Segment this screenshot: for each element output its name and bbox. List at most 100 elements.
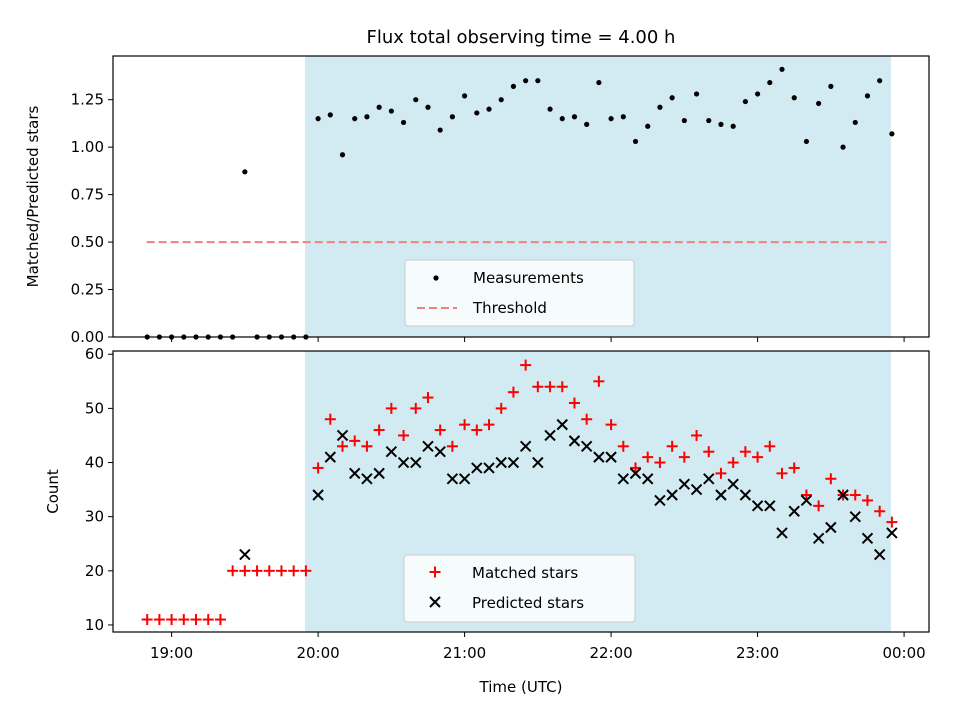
matched-star-point <box>239 565 251 577</box>
matched-star-point <box>251 565 263 577</box>
top-x-ticks <box>171 337 905 342</box>
measurement-point <box>486 106 492 112</box>
matched-star-point <box>446 440 458 452</box>
top-axes-frame <box>112 55 930 338</box>
measurement-point <box>352 116 358 122</box>
matched-star-point <box>825 473 837 485</box>
measurement-point <box>339 152 346 158</box>
matched-star-point <box>275 565 287 577</box>
matched-star-point <box>715 467 727 479</box>
matched-star-point <box>691 429 703 441</box>
measurement-point <box>840 144 846 150</box>
predicted-star-point <box>825 521 837 534</box>
measurement-point <box>742 98 748 105</box>
x-tick-label: 22:00 <box>589 644 632 662</box>
matched-star-point <box>617 440 629 452</box>
predicted-star-point <box>324 451 337 463</box>
measurement-point <box>364 114 370 120</box>
measurement-point <box>461 93 468 99</box>
measurement-point <box>681 117 687 124</box>
measurement-point <box>803 138 810 145</box>
matched-star-point <box>544 381 556 393</box>
measurement-point <box>608 116 614 122</box>
matched-star-point <box>678 451 690 463</box>
predicted-star-point <box>849 510 861 523</box>
measurement-point <box>828 83 834 89</box>
matched-star-point <box>312 462 324 474</box>
matched-star-point <box>385 402 397 414</box>
predicted-star-point <box>666 489 678 501</box>
predicted-star-point <box>349 467 361 480</box>
measurement-point <box>779 66 785 72</box>
measurement-point <box>889 131 895 137</box>
measurement-point <box>852 119 858 126</box>
matched-star-point <box>337 440 349 452</box>
predicted-star-point <box>312 489 324 501</box>
y-tick-label: 50 <box>85 399 104 417</box>
measurement-point <box>547 106 553 112</box>
matched-star-point <box>361 440 373 452</box>
matched-star-point <box>630 462 642 474</box>
predicted-star-point <box>519 440 532 452</box>
predicted-star-point <box>410 456 422 469</box>
predicted-star-point <box>373 467 385 480</box>
predicted-star-point <box>617 473 630 485</box>
measurement-points <box>144 66 895 340</box>
matched-star-point <box>581 413 593 425</box>
predicted-star-point <box>434 445 446 458</box>
x-tick-label: 19:00 <box>150 644 193 662</box>
legend-matched-marker <box>429 566 441 578</box>
measurement-point <box>791 95 797 101</box>
matched-star-point <box>153 614 165 626</box>
measurement-point <box>816 100 822 107</box>
predicted-star-point <box>703 473 715 485</box>
legend-threshold-label: Threshold <box>472 299 547 317</box>
predicted-star-point <box>458 473 471 485</box>
measurement-point <box>864 93 871 99</box>
measurement-point <box>767 79 773 86</box>
matched-star-point <box>141 614 153 626</box>
measurement-point <box>510 83 517 89</box>
measurement-point <box>877 78 883 84</box>
matched-star-point <box>434 424 446 436</box>
bottom-legend: Matched stars Predicted stars <box>403 554 636 623</box>
matched-star-point <box>739 446 751 458</box>
measurement-point <box>523 78 529 84</box>
measurement-point <box>645 123 651 129</box>
bottom-y-axis-label: Count <box>44 469 62 514</box>
matched-star-point <box>507 386 519 398</box>
legend-matched-label: Matched stars <box>472 564 578 582</box>
matched-star-point <box>874 505 886 517</box>
predicted-star-point <box>886 527 898 539</box>
matched-star-point <box>642 451 654 463</box>
measurement-point <box>559 116 565 122</box>
matched-star-point <box>324 413 336 425</box>
matched-star-point <box>813 500 825 512</box>
bottom-axes-frame <box>112 350 930 633</box>
matched-star-point <box>422 392 434 404</box>
predicted-star-point <box>715 489 727 501</box>
y-tick-label: 60 <box>85 345 104 363</box>
predicted-star-point <box>532 456 544 469</box>
matched-star-point <box>849 489 861 501</box>
measurement-point <box>632 138 639 145</box>
measurement-point <box>400 119 407 126</box>
x-tick-label: 23:00 <box>736 644 779 662</box>
top-title: Flux total observing time = 4.00 h <box>367 27 676 48</box>
top-legend: Measurements Threshold <box>404 259 635 327</box>
measurement-point <box>388 108 394 114</box>
matched-star-point <box>703 446 715 458</box>
measurement-point <box>669 95 675 101</box>
matched-star-point <box>776 467 788 479</box>
predicted-star-point <box>861 532 874 545</box>
matched-star-point <box>300 565 312 577</box>
bottom-panel: 10 20 30 40 50 60 19:00 20:00 21:00 22:00 23:00 00… <box>44 345 930 696</box>
predicted-star-point <box>580 440 593 452</box>
y-tick-label: 10 <box>85 616 104 634</box>
predicted-star-point <box>568 435 581 447</box>
y-tick-label: 40 <box>85 454 104 472</box>
predicted-star-point <box>764 500 776 512</box>
legend-measurements-marker <box>433 275 439 281</box>
matched-star-point <box>666 440 678 452</box>
top-panel: 0.00 0.25 0.50 0.75 1.00 1.25 Flux total obse… <box>24 27 930 346</box>
